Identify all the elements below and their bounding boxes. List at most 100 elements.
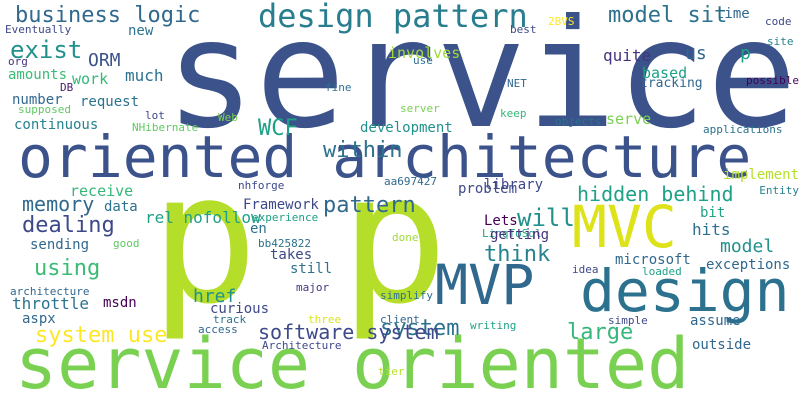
cloud-word: Web	[218, 111, 238, 124]
cloud-word: Framework	[243, 197, 319, 213]
cloud-word: work	[72, 70, 109, 88]
cloud-word: involves	[388, 44, 461, 62]
cloud-word: memory	[22, 192, 95, 216]
cloud-word: design pattern	[258, 0, 528, 35]
cloud-word: objects	[555, 115, 602, 128]
cloud-word: service	[165, 0, 798, 162]
cloud-word: sending	[30, 237, 90, 253]
cloud-word: DB	[60, 81, 74, 94]
cloud-word: model sit	[608, 3, 728, 28]
cloud-word: org	[8, 55, 28, 68]
cloud-word: tier	[378, 365, 405, 378]
cloud-word: NET	[507, 77, 527, 90]
cloud-word: hidden behind	[577, 182, 734, 206]
cloud-word: server	[400, 102, 440, 115]
cloud-word: system use	[35, 323, 168, 348]
cloud-word: code	[765, 15, 792, 28]
cloud-word: continuous	[14, 117, 99, 133]
cloud-word: throttle	[12, 294, 90, 313]
cloud-word: track	[213, 313, 247, 326]
cloud-word: done	[392, 231, 419, 244]
cloud-word: hits	[692, 220, 731, 239]
cloud-word: site	[767, 35, 794, 48]
cloud-word: experience	[252, 211, 319, 224]
cloud-word: exceptions	[706, 257, 791, 273]
cloud-word: business logic	[15, 3, 201, 28]
cloud-word: access	[198, 323, 238, 336]
cloud-word: major	[296, 281, 330, 294]
cloud-word: tracking	[640, 76, 703, 91]
cloud-word: curious	[210, 301, 270, 317]
cloud-word: keep	[500, 107, 527, 120]
cloud-word: rel nofollow	[145, 208, 261, 227]
cloud-word: ORM	[88, 50, 121, 71]
cloud-word: outside	[692, 337, 752, 353]
cloud-word: design	[580, 257, 790, 325]
cloud-word: client	[380, 313, 420, 326]
cloud-word: nhforge	[238, 179, 285, 192]
cloud-word: Entity	[759, 184, 799, 197]
cloud-word: best	[510, 23, 537, 36]
cloud-word: applications	[703, 123, 783, 136]
cloud-word: good	[113, 237, 140, 250]
cloud-word: three	[308, 313, 342, 326]
cloud-word: quite	[603, 46, 652, 65]
cloud-word: bb425822	[258, 237, 311, 250]
cloud-word: think	[484, 242, 551, 267]
cloud-word: problem	[458, 181, 518, 197]
cloud-word: serve	[606, 110, 652, 128]
cloud-word: msdn	[103, 295, 137, 311]
cloud-word: possible	[746, 74, 799, 87]
cloud-word: simplify	[380, 289, 433, 302]
cloud-word: using	[34, 256, 101, 281]
cloud-word: time	[716, 6, 750, 22]
cloud-word: implement	[723, 167, 799, 183]
cloud-word: microsoft	[615, 252, 691, 268]
cloud-word: p	[740, 43, 751, 64]
cloud-word: architecture	[10, 285, 90, 298]
cloud-word: lot	[145, 109, 165, 122]
cloud-word: system	[380, 316, 460, 341]
cloud-word: Lets	[484, 213, 518, 229]
cloud-word: en	[250, 221, 267, 237]
cloud-word: WCF	[258, 116, 298, 141]
cloud-word: Architecture	[262, 339, 342, 352]
cloud-word: takes	[270, 247, 313, 263]
cloud-word: aspx	[22, 311, 56, 327]
cloud-word: software system	[258, 320, 439, 344]
cloud-word: us	[685, 43, 707, 64]
cloud-word: large	[567, 320, 634, 345]
cloud-word: much	[125, 66, 164, 85]
cloud-word: LinqToSql	[482, 227, 542, 240]
cloud-word: will	[517, 204, 575, 232]
cloud-word: 2BVS	[548, 15, 575, 28]
cloud-word: idea	[572, 263, 599, 276]
cloud-word: MVP	[435, 253, 535, 317]
cloud-word: exist	[10, 36, 83, 64]
cloud-word: service oriented	[15, 323, 690, 400]
cloud-word: Eventually	[5, 23, 72, 36]
cloud-word: aa697427	[384, 175, 437, 188]
cloud-word: receive	[70, 182, 134, 200]
cloud-word: pattern	[323, 193, 416, 218]
cloud-word: amounts	[8, 67, 68, 83]
cloud-word: NHibernate	[132, 121, 199, 134]
cloud-word: loaded	[642, 265, 682, 278]
cloud-word: model	[720, 236, 775, 257]
cloud-word: simple	[608, 314, 648, 327]
cloud-word: based	[642, 64, 688, 82]
cloud-word: p	[340, 135, 449, 344]
cloud-word: writing	[470, 319, 517, 332]
cloud-word: development	[360, 120, 453, 136]
cloud-word: still	[290, 261, 333, 277]
cloud-word: number	[12, 92, 63, 108]
cloud-word: supposed	[18, 103, 71, 116]
cloud-word: request	[80, 94, 140, 110]
cloud-word: library	[484, 177, 544, 193]
cloud-word: assume	[690, 313, 741, 329]
cloud-word: fine	[325, 81, 352, 94]
cloud-word: href	[193, 286, 237, 307]
cloud-word: MVC	[572, 193, 677, 261]
cloud-word: within	[323, 138, 403, 163]
